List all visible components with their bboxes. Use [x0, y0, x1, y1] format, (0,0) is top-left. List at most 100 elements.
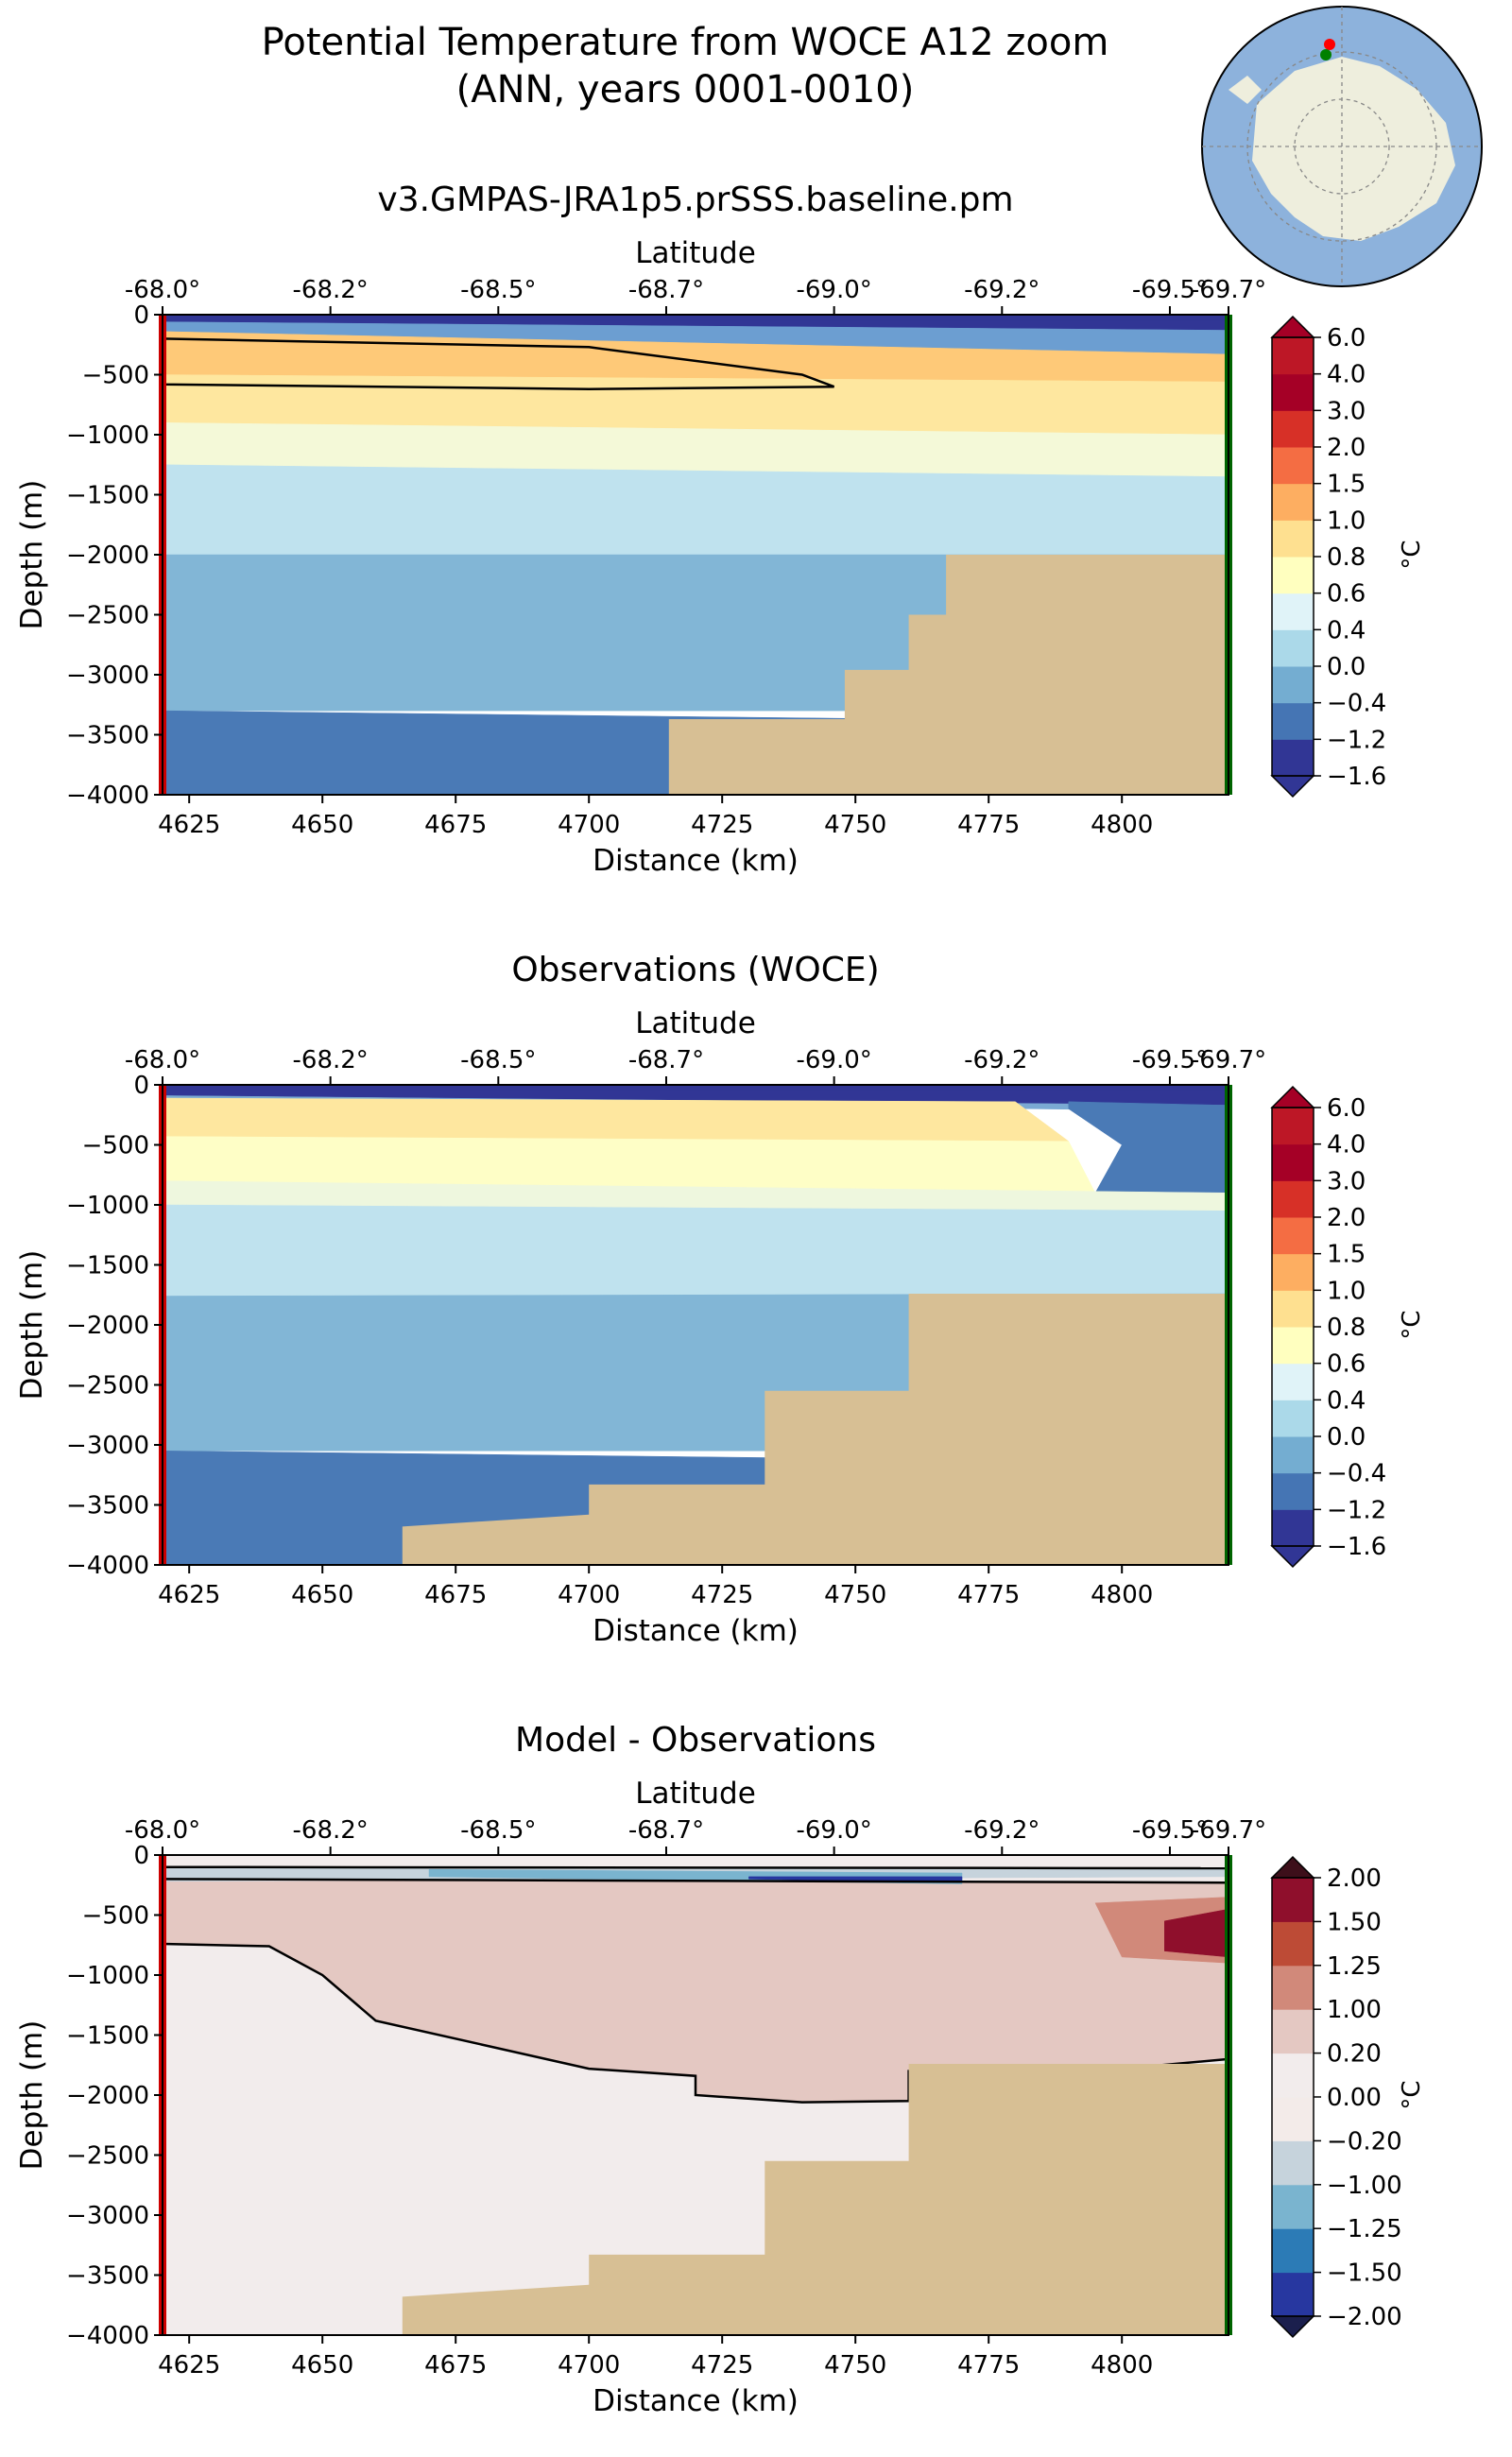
panel-3-lat-tick-label: -69.2°: [964, 1816, 1040, 1845]
panel-1-intermediate-layer: [163, 464, 1228, 556]
panel-3-colorbar-segment: [1272, 2140, 1314, 2186]
panel-3-plot-area: [163, 1855, 1228, 2335]
panel-1-colorbar-segment: [1272, 337, 1314, 375]
panel-2-xtick-label: 4650: [291, 1581, 353, 1609]
panel-2-colorbar-segment: [1272, 1327, 1314, 1365]
panel-2-colorbar-tick-label: −1.2: [1327, 1496, 1386, 1524]
panel-3-xtick-label: 4725: [691, 2351, 753, 2380]
panel-2-ytick-label: −2500: [66, 1372, 149, 1400]
panel-2-colorbar-tick-label: 0.6: [1327, 1350, 1366, 1379]
panel-2-lat-tick-label: -69.2°: [964, 1046, 1040, 1074]
panel-3-colorbar-tick-label: 1.00: [1327, 1996, 1382, 2024]
panel-1-colorbar-tick-label: 3.0: [1327, 397, 1366, 425]
panel-2-colorbar-tick-label: 4.0: [1327, 1131, 1366, 1160]
panel-1-colorbar-tick-label: 0.6: [1327, 580, 1366, 609]
panel-3-upper-contour-2: [163, 1878, 1228, 1884]
panel-1-ytick-label: −3500: [66, 722, 149, 750]
panel-3-ytick-label: −500: [82, 1902, 149, 1931]
panel-2-colorbar-segment: [1272, 1400, 1314, 1437]
panel-2-xtick-label: 4775: [957, 1581, 1020, 1609]
inset-section-start-marker: [1324, 39, 1335, 50]
panel-2-colorbar-segment: [1272, 1143, 1314, 1181]
panel-1-colorbar-tick-label: −0.4: [1327, 690, 1386, 718]
panel-3-colorbar-label: °C: [1398, 2080, 1426, 2109]
panel-2-colorbar-tick-label: −0.4: [1327, 1460, 1386, 1488]
panel-2-xtick-label: 4800: [1091, 1581, 1153, 1609]
panel-2-xtick-label: 4700: [558, 1581, 620, 1609]
panel-2-ytick-label: −4000: [66, 1552, 149, 1580]
panel-3-ytick-label: −3500: [66, 2262, 149, 2291]
panel-3-colorbar-tick-label: −2.00: [1327, 2303, 1402, 2331]
panel-2-colorbar-extend-max: [1270, 1085, 1315, 1108]
panel-2-ytick-label: −1000: [66, 1192, 149, 1220]
panel-3-lat-tick-label: -68.0°: [125, 1816, 200, 1845]
panel-2-ytick-label: −1500: [66, 1252, 149, 1280]
panel-3-lat-tick-label: -68.7°: [628, 1816, 704, 1845]
panel-1-colorbar-segment: [1272, 629, 1314, 667]
panel-1-colorbar-segment: [1272, 483, 1314, 521]
panel-3-colorbar-segment: [1272, 2053, 1314, 2098]
panel-1-colorbar-extend-min: [1270, 775, 1315, 799]
panel-3-y-axis-label: Depth (m): [15, 2020, 49, 2171]
panel-1-lat-tick-label: -69.0°: [796, 276, 871, 304]
panel-1-surface-band: [163, 319, 1228, 321]
panel-1-xtick-label: 4775: [957, 811, 1020, 839]
panel-2-lat-tick-label: -69.5°: [1132, 1046, 1208, 1074]
panel-3-ytick-label: −2500: [66, 2142, 149, 2171]
panel-1-lat-tick-label: -68.5°: [460, 276, 536, 304]
panel-1-ytick-label: −2500: [66, 602, 149, 630]
panel-3-colorbar-tick-label: −1.50: [1327, 2259, 1402, 2288]
panel-3-colorbar-extend-max: [1270, 1855, 1315, 1879]
panel-1-warm-core-contour: [163, 337, 835, 390]
panel-3-east-warm-core: [1164, 1908, 1228, 1958]
panel-3-colorbar-tick-label: 0.00: [1327, 2084, 1382, 2112]
panel-3-colorbar-tick-label: 1.25: [1327, 1952, 1382, 1981]
panel-3-xtick-label: 4675: [424, 2351, 487, 2380]
panel-1-colorbar-tick-label: 6.0: [1327, 324, 1366, 352]
panel-2-ytick-label: −3000: [66, 1432, 149, 1460]
panel-1-xtick-label: 4675: [424, 811, 487, 839]
panel-2-colorbar-tick-label: 1.5: [1327, 1241, 1366, 1269]
panel-1-lat-tick-label: -69.2°: [964, 276, 1040, 304]
panel-1-colorbar-tick-label: 0.8: [1327, 543, 1366, 572]
panel-1-ytick-label: −1000: [66, 421, 149, 450]
panel-2-lat-tick-label: -69.0°: [796, 1046, 871, 1074]
panel-1-upper-mid-layer: [163, 374, 1228, 436]
panel-2-colorbar-tick-label: 1.0: [1327, 1277, 1366, 1305]
panel-2-x-axis-label: Distance (km): [593, 1614, 799, 1648]
panel-2-colorbar-tick-label: 0.4: [1327, 1386, 1366, 1415]
panel-1-colorbar-tick-label: 0.4: [1327, 616, 1366, 644]
panel-2-colorbar-segment: [1272, 1217, 1314, 1255]
panel-3-xtick-label: 4750: [824, 2351, 886, 2380]
panel-1-ytick-label: −2000: [66, 541, 149, 570]
panel-2-xtick-label: 4750: [824, 1581, 886, 1609]
panel-2-colorbar-segment: [1272, 1253, 1314, 1291]
panel-1-colorbar-segment: [1272, 373, 1314, 411]
panel-3-colorbar-tick-label: 0.20: [1327, 2040, 1382, 2069]
panel-1-colorbar-extend-max: [1270, 315, 1315, 338]
panel-2-colorbar-tick-label: −1.6: [1327, 1533, 1386, 1561]
panel-2-xtick-label: 4625: [158, 1581, 220, 1609]
panel-2-mid-layer: [163, 1180, 1228, 1211]
panel-1-latitude-axis-label: Latitude: [635, 236, 756, 270]
panel-2-colorbar-segment: [1272, 1180, 1314, 1218]
panel-1-ytick-label: −1500: [66, 482, 149, 510]
panel-2-ytick-label: −3500: [66, 1492, 149, 1521]
panel-3-colorbar-segment: [1272, 2228, 1314, 2274]
panel-1-ytick-label: 0: [133, 301, 149, 330]
panel-1-colorbar-tick-label: −1.6: [1327, 763, 1386, 791]
antarctica-land-icon: [1228, 57, 1455, 241]
panel-2-colorbar-label: °C: [1398, 1310, 1426, 1339]
panel-1-xtick-label: 4650: [291, 811, 353, 839]
panel-2-colorbar-segment: [1272, 1290, 1314, 1328]
panel-2-colorbar-tick-label: 0.8: [1327, 1314, 1366, 1342]
panel-3-xtick-label: 4625: [158, 2351, 220, 2380]
panel-1-lat-tick-label: -69.7°: [1191, 276, 1266, 304]
panel-3-lat-tick-label: -69.5°: [1132, 1816, 1208, 1845]
panel-1-colorbar-tick-label: −1.2: [1327, 726, 1386, 754]
panels-group: v3.GMPAS-JRA1p5.prSSS.baseline.pm Latitud…: [15, 180, 1426, 2418]
panel-2-colorbar-segment: [1272, 1509, 1314, 1547]
panel-3-ytick-label: −1500: [66, 2022, 149, 2051]
panel-1-colorbar-tick-label: 4.0: [1327, 361, 1366, 389]
panel-2-bathymetry: [402, 1294, 1228, 1565]
